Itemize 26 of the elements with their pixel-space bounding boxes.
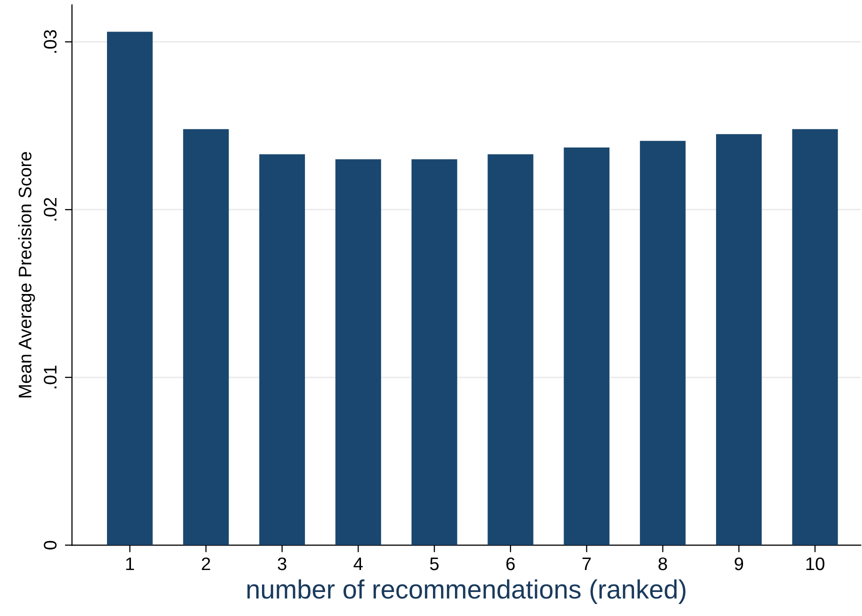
- y-tick-label: 0: [44, 540, 57, 550]
- x-tick-label: 2: [202, 557, 210, 570]
- bar: [183, 129, 229, 546]
- x-tick-label: 4: [354, 558, 363, 570]
- x-tick-label: 5: [430, 558, 439, 570]
- y-tick-label: .02: [44, 198, 57, 221]
- bar: [640, 140, 686, 546]
- bar: [259, 154, 305, 546]
- bar: [792, 129, 838, 546]
- x-tick-label: 10: [806, 557, 824, 570]
- y-tick-label: .03: [44, 30, 57, 53]
- bar: [564, 148, 610, 546]
- x-tick-label: 1: [126, 558, 134, 570]
- bar: [488, 154, 534, 546]
- bar: [716, 134, 762, 546]
- x-tick-label: 7: [582, 558, 591, 570]
- bar: [107, 32, 153, 546]
- x-tick-label: 6: [506, 557, 515, 570]
- x-tick-label: 3: [278, 557, 286, 570]
- y-tick-label: .01: [44, 366, 57, 388]
- x-tick-label: 8: [658, 557, 667, 570]
- x-tick-label: 9: [734, 557, 744, 570]
- bar: [412, 159, 458, 546]
- bar: [335, 159, 382, 546]
- x-axis-title: number of recommendations (ranked): [247, 579, 686, 604]
- y-axis-title: Mean Average Precision Score: [18, 152, 36, 398]
